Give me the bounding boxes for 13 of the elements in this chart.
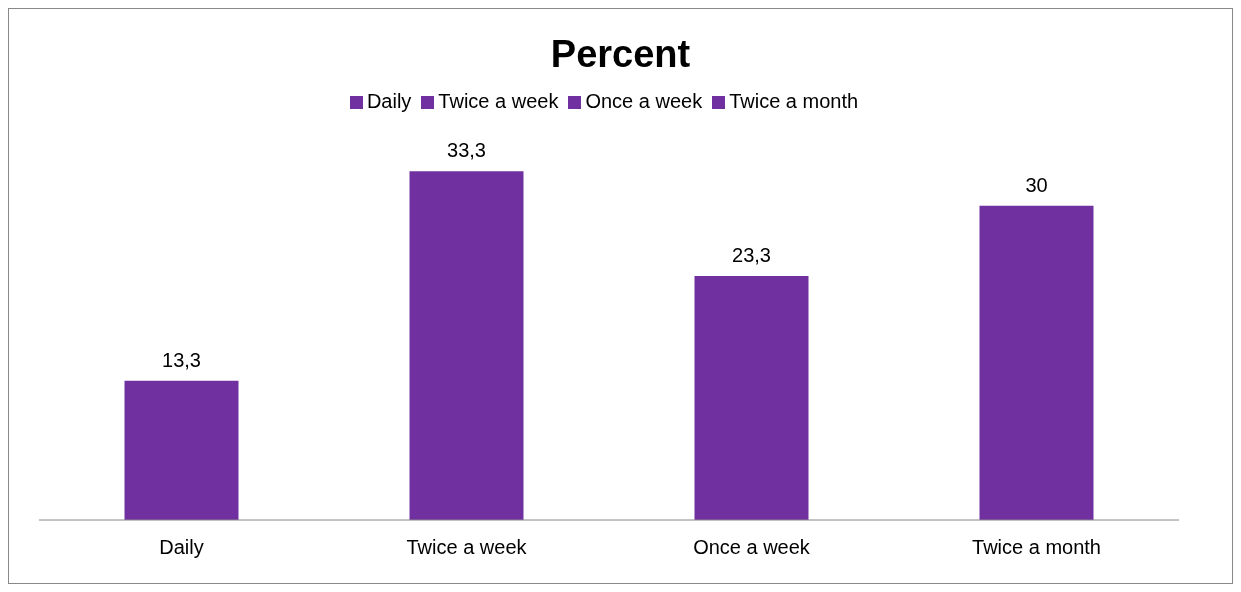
- legend-label: Daily: [366, 90, 412, 112]
- legend-label: Twice a week: [438, 90, 559, 112]
- data-label: 33,3: [447, 139, 486, 162]
- data-label: 30: [1025, 173, 1048, 196]
- x-tick-label: Daily: [159, 536, 204, 559]
- chart-title: Percent: [549, 33, 692, 76]
- x-tick-label: Twice a month: [972, 536, 1101, 559]
- x-tick-label: Once a week: [693, 536, 811, 559]
- legend-label: Twice a month: [729, 90, 859, 112]
- data-label: 23,3: [732, 244, 771, 266]
- x-tick-label: Twice a week: [406, 536, 528, 559]
- data-label: 13,3: [162, 348, 201, 371]
- legend-label: Once a week: [585, 90, 703, 112]
